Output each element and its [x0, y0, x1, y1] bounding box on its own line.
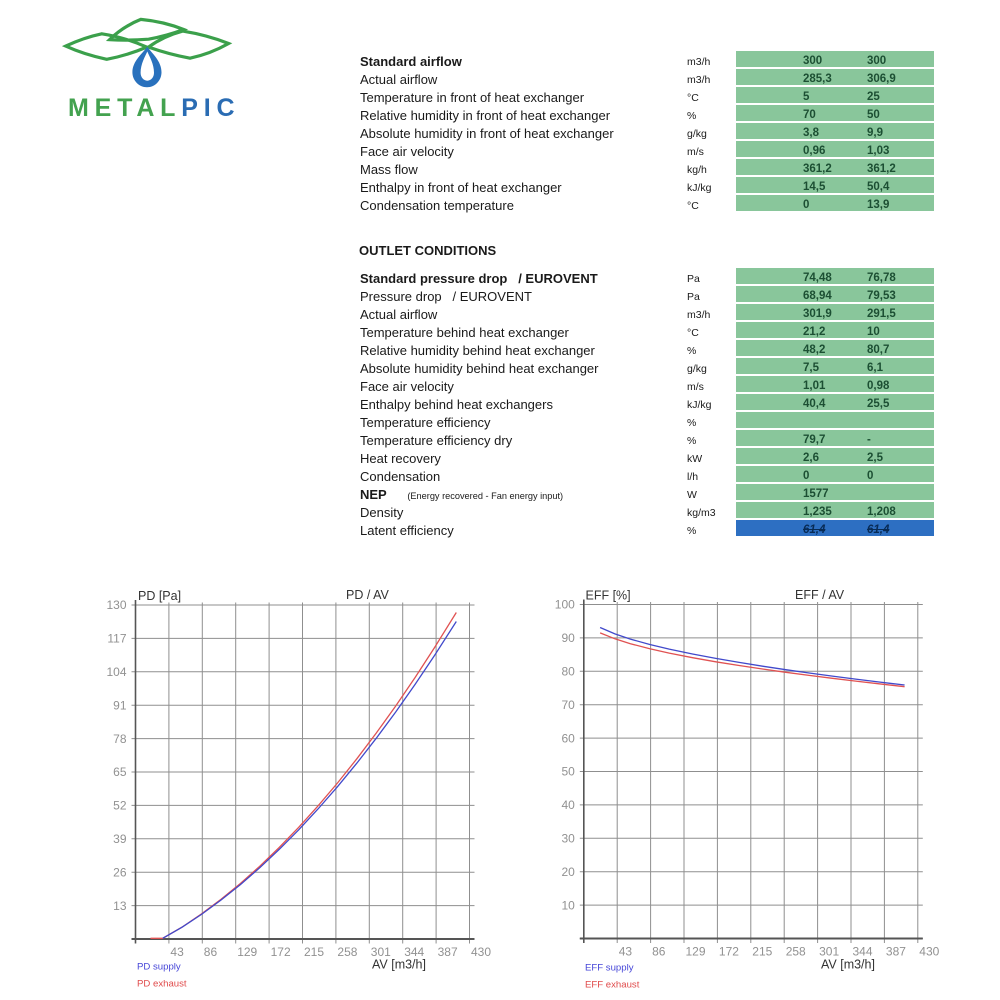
svg-text:METALPIC: METALPIC: [68, 94, 240, 122]
svg-text:PD exhaust: PD exhaust: [137, 979, 187, 990]
svg-text:301: 301: [819, 945, 839, 959]
svg-text:70: 70: [561, 698, 575, 712]
svg-text:50: 50: [561, 765, 575, 779]
svg-text:60: 60: [561, 731, 575, 745]
svg-text:PD [Pa]: PD [Pa]: [138, 589, 181, 603]
svg-text:AV [m3/h]: AV [m3/h]: [372, 958, 426, 972]
svg-text:PD supply: PD supply: [137, 962, 181, 973]
svg-text:AV [m3/h]: AV [m3/h]: [821, 958, 875, 972]
svg-text:117: 117: [107, 632, 126, 646]
svg-text:20: 20: [561, 865, 575, 879]
svg-text:EFF exhaust: EFF exhaust: [585, 980, 640, 991]
svg-text:30: 30: [561, 832, 575, 846]
svg-text:172: 172: [719, 945, 739, 959]
svg-text:100: 100: [555, 598, 575, 612]
svg-text:86: 86: [652, 945, 666, 959]
svg-text:26: 26: [113, 865, 127, 879]
svg-text:13: 13: [113, 899, 127, 913]
svg-text:PD / AV: PD / AV: [346, 588, 390, 602]
svg-text:78: 78: [113, 732, 127, 746]
svg-text:86: 86: [204, 945, 218, 959]
svg-text:EFF supply: EFF supply: [585, 963, 634, 974]
svg-text:65: 65: [113, 765, 127, 779]
svg-text:129: 129: [237, 945, 257, 959]
svg-text:387: 387: [438, 945, 458, 959]
svg-text:104: 104: [106, 665, 126, 679]
svg-text:EFF [%]: EFF [%]: [586, 589, 631, 603]
svg-text:EFF / AV: EFF / AV: [795, 588, 845, 602]
svg-text:90: 90: [561, 631, 575, 645]
svg-text:130: 130: [106, 598, 126, 612]
svg-text:387: 387: [886, 945, 906, 959]
svg-text:52: 52: [113, 799, 127, 813]
svg-text:258: 258: [337, 945, 357, 959]
svg-text:40: 40: [561, 798, 575, 812]
svg-text:344: 344: [853, 945, 873, 959]
svg-text:430: 430: [919, 945, 939, 959]
svg-text:344: 344: [404, 945, 424, 959]
svg-text:91: 91: [113, 698, 127, 712]
svg-text:215: 215: [752, 945, 772, 959]
svg-text:430: 430: [471, 945, 491, 959]
svg-text:172: 172: [271, 945, 291, 959]
svg-text:80: 80: [561, 665, 575, 679]
svg-text:10: 10: [561, 898, 575, 912]
svg-text:39: 39: [113, 832, 127, 846]
svg-text:301: 301: [371, 945, 391, 959]
svg-text:215: 215: [304, 945, 324, 959]
svg-text:258: 258: [786, 945, 806, 959]
svg-text:43: 43: [170, 945, 184, 959]
svg-text:43: 43: [619, 945, 633, 959]
svg-text:129: 129: [686, 945, 706, 959]
